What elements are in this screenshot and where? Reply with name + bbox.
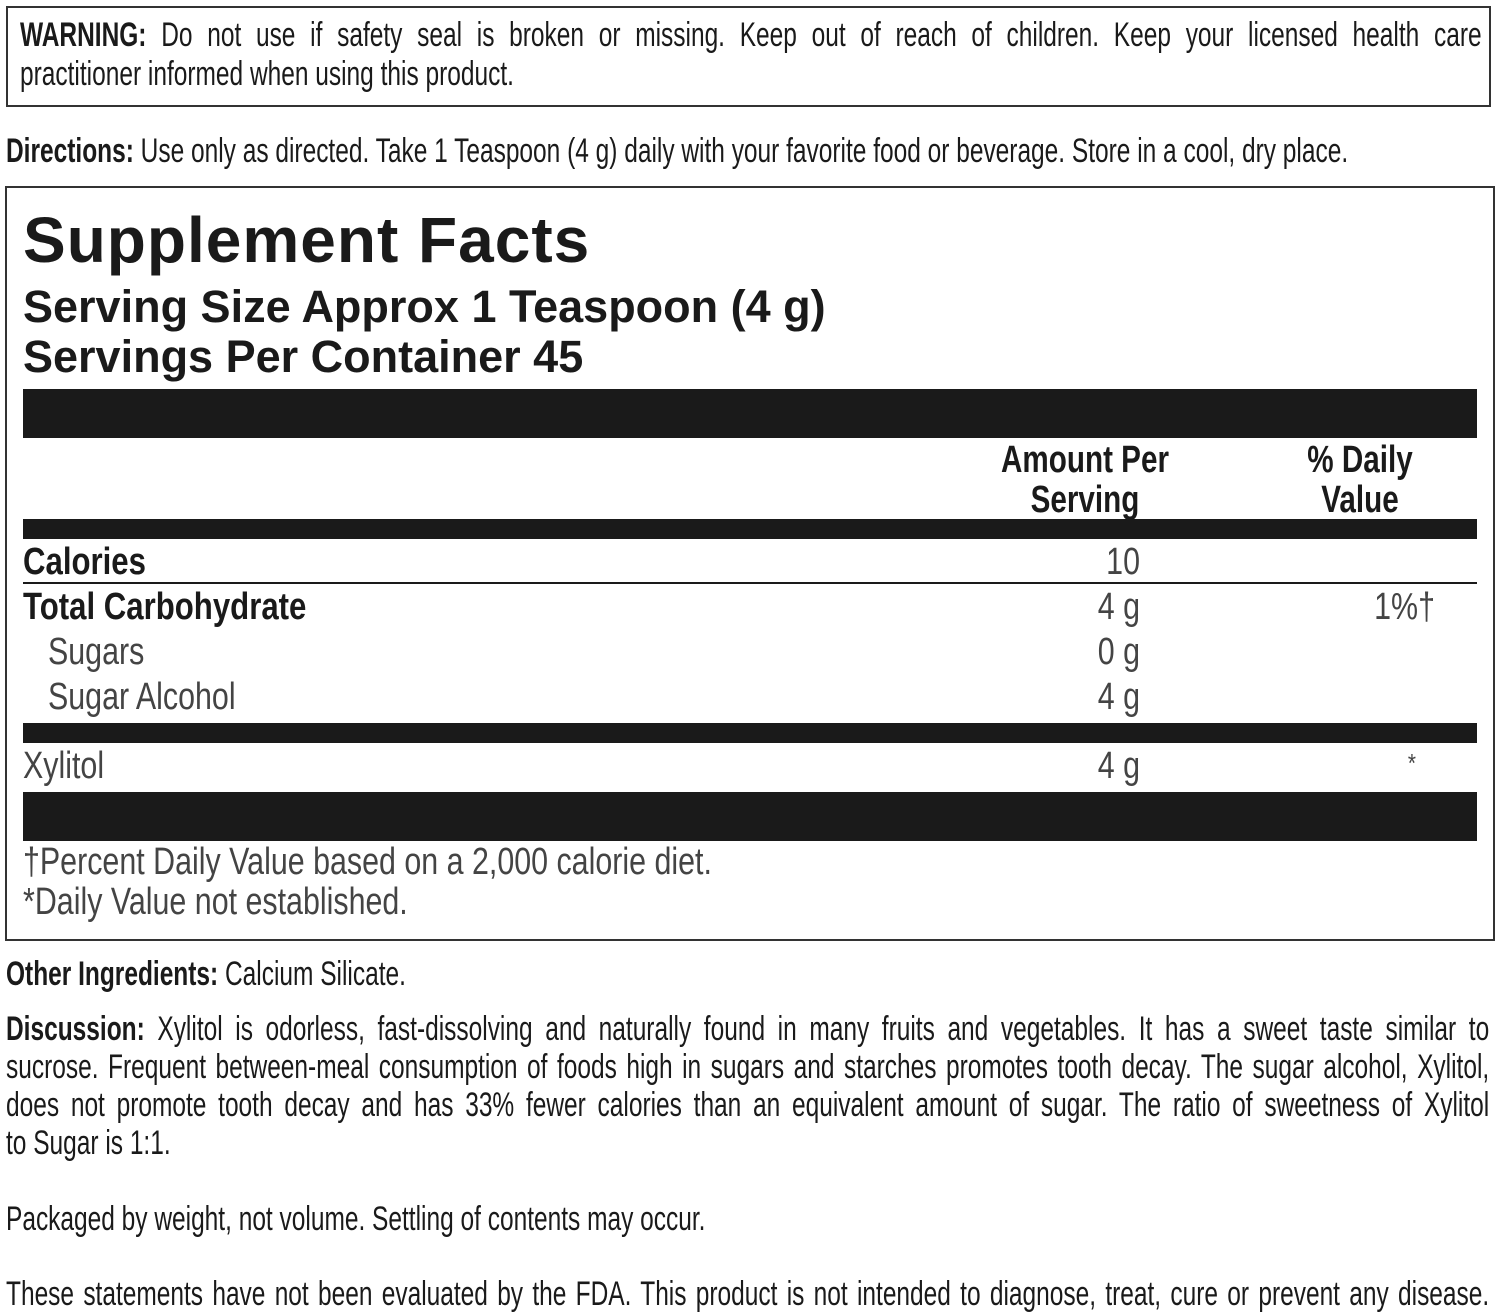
row-amount-sugars: 0 g	[1097, 631, 1140, 673]
serving-size: Serving Size Approx 1 Teaspoon (4 g)	[23, 281, 826, 332]
warning-text: Do not use if safety seal is broken or m…	[161, 16, 1482, 54]
row-name-total-carbohydrate: Total Carbohydrate	[23, 586, 307, 628]
other-ingredients: Other Ingredients: Calcium Silicate.	[6, 955, 406, 993]
discussion-line: to Sugar is 1:1.	[6, 1124, 171, 1162]
directions-text: Use only as directed. Take 1 Teaspoon (4…	[140, 132, 1349, 170]
discussion-line: sucrose. Frequent between-meal consumpti…	[6, 1048, 1490, 1086]
directions-label: Directions:	[6, 132, 134, 170]
fda-disclaimer: These statements have not been evaluated…	[6, 1275, 1489, 1313]
row-amount-total-carbohydrate: 4 g	[1097, 586, 1140, 628]
row-amount-sugar-alcohol: 4 g	[1097, 676, 1140, 718]
row-amount-calories: 10	[1106, 541, 1140, 583]
fda-disclaimer-text: These statements have not been evaluated…	[6, 1275, 1490, 1313]
row-name-sugar-alcohol: Sugar Alcohol	[48, 676, 236, 718]
supplement-facts-panel	[5, 186, 1495, 941]
warning-label: WARNING:	[20, 16, 147, 54]
facts-title: Supplement Facts	[23, 204, 591, 276]
servings-per-container: Servings Per Container 45	[23, 331, 584, 382]
thin-divider	[23, 582, 1477, 584]
warning-box	[6, 6, 1491, 107]
warning-line-2: practitioner informed when using this pr…	[20, 55, 514, 93]
row-name-calories: Calories	[23, 541, 146, 583]
discussion-line: does not promote tooth decay and has 33%…	[6, 1086, 1490, 1124]
amount-per-serving-header: Amount Per Serving	[991, 440, 1178, 520]
discussion-text: Xylitol is odorless, fast-dissolving and…	[157, 1010, 1490, 1048]
header-line: % Daily	[1307, 439, 1413, 481]
medium-divider	[23, 723, 1477, 743]
discussion-line: Discussion: Xylitol is odorless, fast-di…	[6, 1010, 1489, 1048]
row-name-xylitol: Xylitol	[23, 745, 105, 787]
daily-value-header: % Daily Value	[1266, 440, 1453, 520]
header-line: Value	[1321, 479, 1399, 521]
header-line: Amount Per	[1001, 439, 1169, 481]
discussion-label: Discussion:	[6, 1010, 145, 1048]
directions: Directions: Use only as directed. Take 1…	[6, 132, 1348, 170]
medium-divider	[23, 519, 1477, 539]
row-dv-xylitol: *	[1407, 748, 1416, 778]
footnote-percent-dv: †Percent Daily Value based on a 2,000 ca…	[23, 841, 712, 883]
row-amount-xylitol: 4 g	[1097, 745, 1140, 787]
thick-divider	[23, 389, 1477, 438]
discussion: Discussion: Xylitol is odorless, fast-di…	[6, 1010, 1489, 1162]
footnote-dv-not-established: *Daily Value not established.	[23, 881, 408, 923]
header-line: Serving	[1030, 479, 1140, 521]
other-ingredients-text: Calcium Silicate.	[224, 955, 406, 993]
row-name-sugars: Sugars	[48, 631, 145, 673]
thick-divider	[23, 792, 1477, 841]
packaged-note: Packaged by weight, not volume. Settling…	[6, 1200, 706, 1238]
other-ingredients-label: Other Ingredients:	[6, 955, 219, 993]
row-dv-total-carbohydrate: 1%†	[1374, 586, 1435, 628]
warning-line-1: WARNING: Do not use if safety seal is br…	[20, 16, 1482, 54]
